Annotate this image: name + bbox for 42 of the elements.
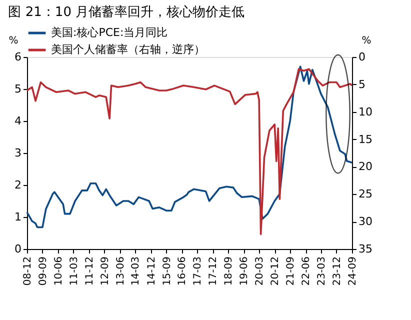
y2-tick-label: 35 — [358, 242, 372, 256]
y2-tick-label: 5 — [358, 78, 366, 91]
chart-title: 图 21：10 月储蓄率回升，核心物价走低 — [8, 4, 245, 20]
y-tick-label: 6 — [14, 50, 22, 64]
x-tick-label: 23-12 — [332, 256, 343, 286]
y2-tick-label: 20 — [358, 160, 372, 174]
y-tick-label: 4 — [14, 114, 22, 128]
x-tick-label: 18-09 — [224, 256, 235, 286]
x-tick-label: 17-03 — [192, 256, 204, 286]
y2-tick-label: 30 — [358, 215, 372, 228]
x-tick-label: 14-03 — [130, 256, 142, 286]
x-tick-label: 21-09 — [286, 256, 297, 286]
x-tick-label: 19-06 — [239, 256, 250, 286]
x-tick-label: 11-03 — [68, 256, 80, 286]
y-tick-label: 1 — [14, 210, 22, 224]
x-tick-label: 08-12 — [22, 256, 34, 286]
y2-tick-label: 25 — [358, 188, 372, 201]
x-tick-label: 12-09 — [100, 256, 111, 286]
y-tick-label: 5 — [14, 82, 22, 96]
legend-label: 美国:核心PCE:当月同比 — [51, 26, 168, 39]
x-tick-label: 20-12 — [270, 256, 282, 286]
legend-label: 美国个人储蓄率（右轴，逆序） — [51, 43, 205, 56]
x-tick-label: 14-12 — [146, 256, 158, 286]
x-tick-label: 22-06 — [301, 256, 312, 286]
y-tick-label: 3 — [14, 146, 22, 160]
x-tick-label: 11-12 — [84, 256, 96, 286]
x-tick-label: 17-12 — [208, 256, 220, 286]
x-tick-label: 09-09 — [38, 256, 49, 286]
x-tick-label: 16-06 — [177, 256, 188, 286]
x-tick-label: 23-03 — [316, 256, 328, 286]
y2-tick-label: 10 — [358, 105, 372, 118]
y2-tick-label: 0 — [358, 50, 366, 64]
y2-axis-title: % — [362, 36, 372, 46]
y-axis-title: % — [8, 36, 18, 46]
x-tick-label: 24-09 — [348, 256, 358, 286]
x-tick-label: 15-09 — [162, 256, 173, 286]
x-tick-label: 13-06 — [115, 256, 126, 286]
y2-tick-label: 15 — [358, 132, 372, 146]
x-tick-label: 20-03 — [254, 256, 266, 286]
y-tick-label: 2 — [14, 178, 22, 192]
y-tick-label: 0 — [14, 242, 22, 256]
x-tick-label: 10-06 — [53, 256, 64, 286]
